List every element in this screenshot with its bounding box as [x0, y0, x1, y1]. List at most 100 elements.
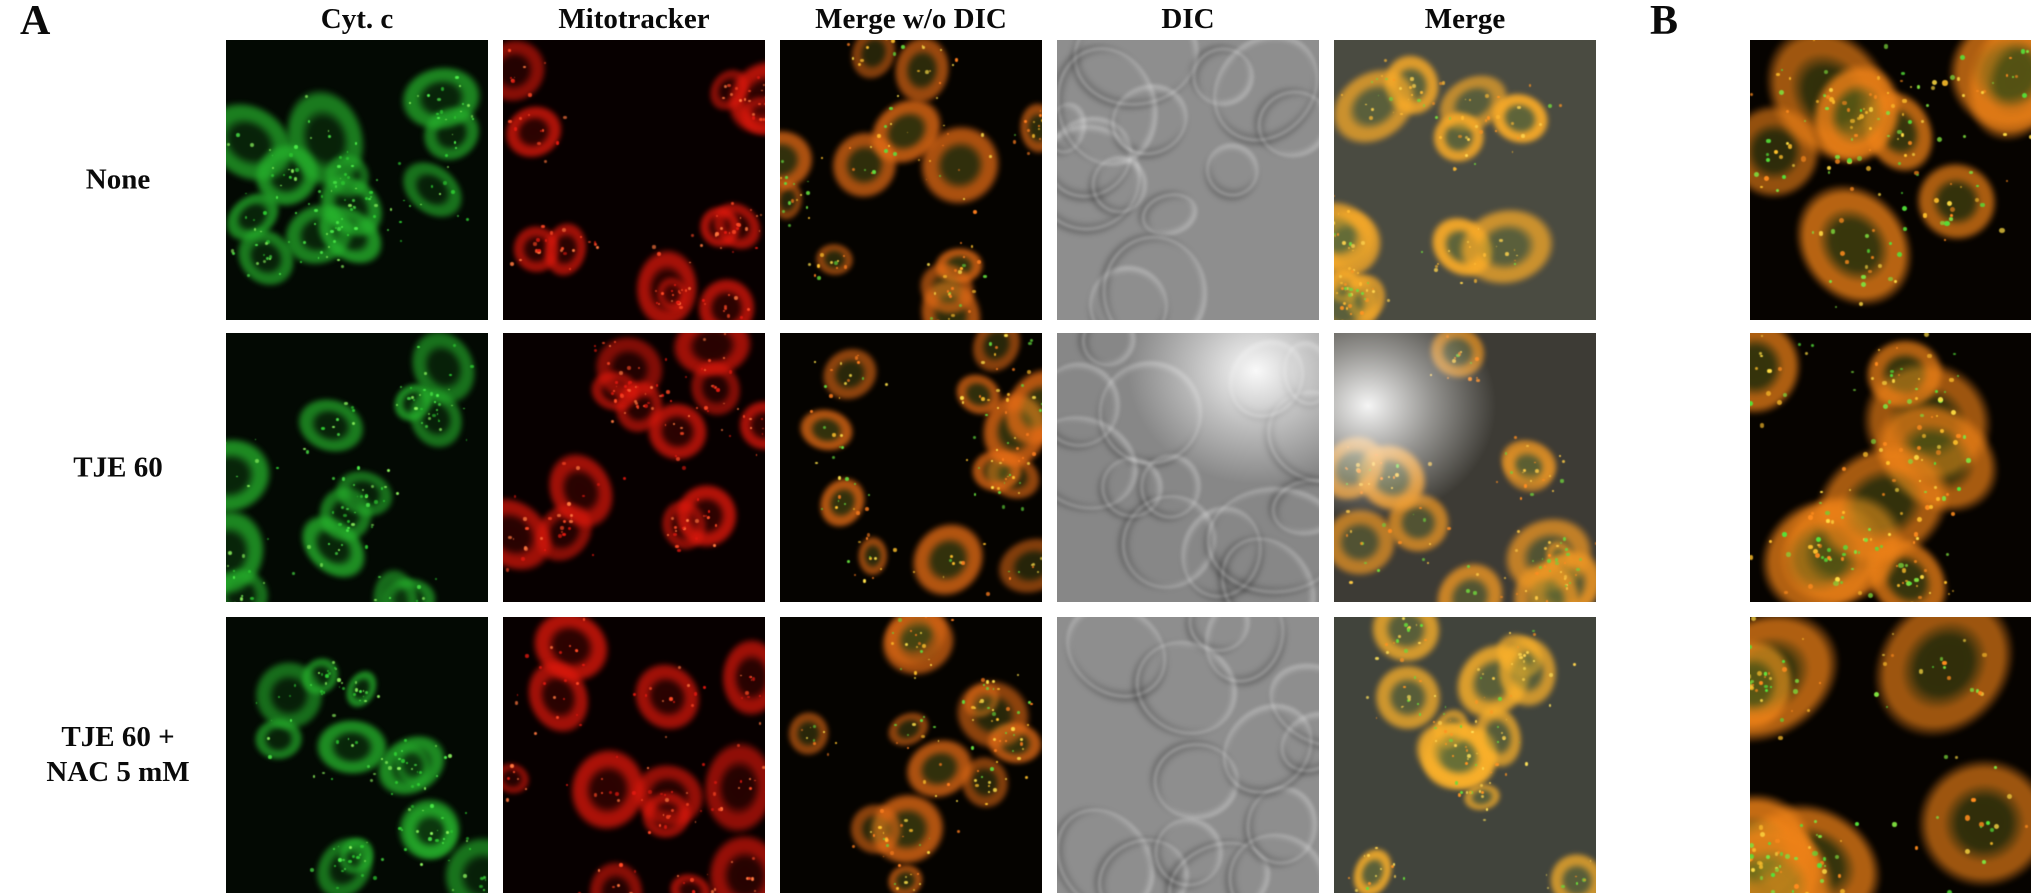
speckle: [1889, 241, 1893, 245]
speckle: [853, 483, 856, 486]
speckle: [1483, 818, 1486, 822]
speckle: [919, 844, 922, 846]
speckle: [1526, 444, 1529, 448]
speckle: [1793, 883, 1799, 889]
speckle: [1005, 411, 1008, 414]
speckle: [1452, 755, 1454, 757]
speckle: [1920, 458, 1924, 462]
speckle: [1827, 171, 1831, 174]
speckle: [310, 867, 314, 872]
speckle: [690, 704, 694, 708]
speckle: [339, 177, 342, 180]
speckle: [947, 317, 951, 320]
speckle: [1468, 245, 1472, 248]
speckle: [615, 755, 618, 758]
speckle: [399, 240, 402, 242]
speckle: [289, 175, 292, 178]
speckle: [1804, 352, 1808, 356]
speckle: [412, 398, 416, 401]
speckle: [2005, 180, 2008, 183]
speckle: [347, 233, 349, 236]
speckle: [253, 227, 257, 231]
speckle: [695, 537, 699, 541]
speckle: [1504, 576, 1506, 579]
speckle: [559, 249, 563, 253]
speckle: [1565, 548, 1568, 551]
speckle: [1345, 467, 1348, 470]
speckle: [558, 533, 563, 538]
speckle: [376, 694, 381, 699]
speckle: [434, 744, 437, 747]
speckle: [1936, 450, 1941, 456]
speckle: [978, 701, 982, 704]
speckle: [1813, 548, 1819, 554]
speckle: [624, 412, 627, 414]
speckle: [613, 389, 615, 392]
speckle: [470, 115, 474, 118]
speckle: [403, 199, 406, 202]
speckle: [569, 513, 574, 518]
speckle: [370, 484, 375, 489]
speckle: [1519, 655, 1523, 660]
cell-blob: [1434, 185, 1579, 309]
speckle: [1473, 279, 1478, 283]
speckle: [834, 261, 838, 265]
speckle: [2020, 49, 2025, 54]
speckle: [808, 216, 811, 219]
cell-blob: [852, 529, 894, 584]
speckle: [1032, 395, 1036, 400]
speckle: [613, 340, 616, 344]
speckle: [1818, 682, 1821, 685]
speckle: [1375, 78, 1378, 80]
speckle: [1370, 80, 1374, 83]
speckle: [909, 630, 912, 633]
speckle: [519, 117, 522, 120]
speckle: [1334, 233, 1336, 236]
speckle: [1766, 368, 1772, 374]
speckle: [751, 856, 755, 860]
speckle: [1904, 153, 1908, 157]
speckle: [446, 831, 449, 835]
speckle: [1868, 148, 1872, 152]
speckle: [241, 554, 246, 558]
speckle: [525, 654, 529, 658]
micrograph-b-row3: [1750, 617, 2031, 893]
speckle: [539, 666, 543, 670]
speckle: [1829, 279, 1833, 283]
speckle: [342, 686, 345, 690]
speckle: [988, 791, 990, 794]
speckle: [1887, 134, 1890, 137]
speckle: [250, 143, 255, 148]
speckle: [543, 549, 546, 551]
speckle: [336, 221, 339, 224]
speckle: [780, 160, 784, 164]
speckle: [248, 569, 251, 573]
speckle: [922, 46, 925, 49]
speckle: [1771, 873, 1775, 877]
speckle: [669, 697, 673, 701]
speckle: [372, 875, 377, 880]
speckle: [1334, 234, 1336, 237]
speckle: [1907, 459, 1913, 464]
speckle: [1535, 571, 1539, 576]
speckle: [694, 820, 697, 823]
speckle: [1863, 452, 1868, 457]
speckle: [575, 714, 578, 717]
speckle: [1782, 393, 1787, 398]
speckle: [380, 487, 384, 490]
speckle: [929, 159, 931, 162]
speckle: [1916, 425, 1922, 431]
speckle: [1918, 595, 1922, 600]
speckle: [1025, 775, 1029, 780]
speckle: [1902, 581, 1905, 584]
speckle: [1759, 423, 1765, 428]
speckle: [1513, 248, 1516, 251]
speckle: [708, 359, 712, 362]
speckle: [758, 694, 762, 698]
speckle: [406, 761, 409, 764]
speckle: [334, 185, 338, 189]
speckle: [671, 293, 674, 296]
speckle: [869, 556, 872, 559]
speckle: [307, 545, 311, 549]
speckle: [364, 699, 367, 703]
